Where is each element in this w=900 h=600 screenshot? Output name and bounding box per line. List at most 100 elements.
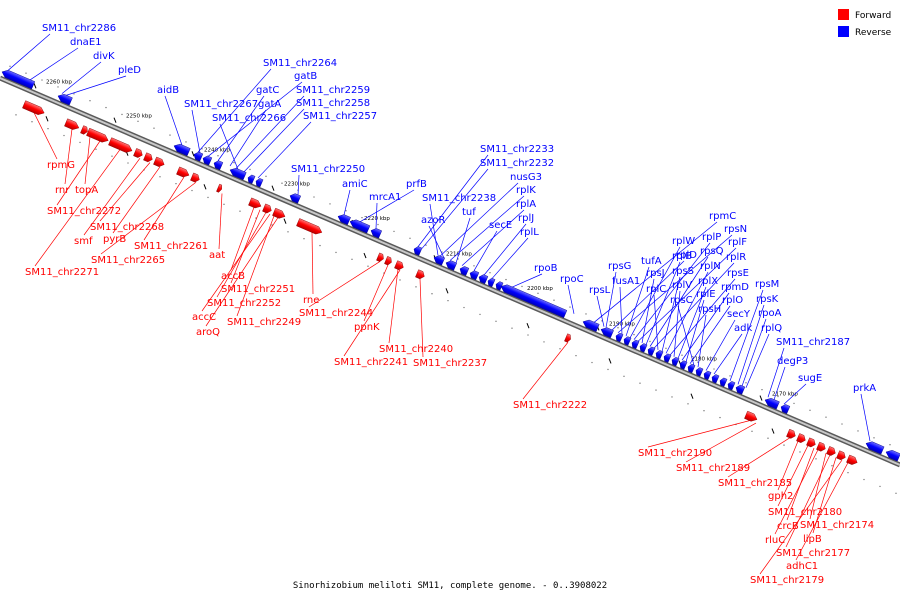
spacer-dot: [575, 354, 577, 357]
forward-leader-3: [56, 140, 101, 206]
spacer-dot: [537, 292, 539, 295]
reverse-gene-label: rplB: [672, 251, 692, 262]
reverse-gene-20: [495, 281, 504, 291]
tick-mark: [271, 185, 275, 191]
reverse-gene-17: [469, 270, 480, 281]
spacer-dot: [15, 114, 17, 116]
spacer-dot: [681, 354, 683, 356]
reverse-gene-4: [202, 155, 213, 166]
forward-gene-label: SM11_chr2189: [676, 463, 750, 474]
reverse-leader-61: [745, 333, 770, 388]
forward-gene-4: [108, 137, 133, 153]
reverse-gene-9: [289, 193, 302, 204]
reverse-leader-8: [217, 95, 265, 161]
spacer-dot: [111, 155, 113, 157]
reverse-leader-64: [783, 383, 807, 405]
spacer-dot: [217, 155, 219, 157]
tick-mark-lower: [690, 393, 694, 399]
reverse-gene-29: [655, 350, 664, 360]
forward-gene-label: SM11_chr2265: [91, 255, 165, 266]
spacer-dot: [265, 175, 267, 178]
reverse-gene-label: adk: [734, 323, 752, 334]
spacer-dot: [639, 382, 641, 384]
reverse-gene-label: gatC: [256, 85, 279, 96]
reverse-gene-label: rplO: [722, 295, 743, 306]
reverse-gene-label: rpsH: [698, 304, 721, 315]
forward-gene-20: [744, 410, 758, 422]
reverse-gene-label: SM11_chr2267: [184, 99, 258, 110]
spacer-dot: [239, 210, 241, 212]
reverse-gene-14: [433, 255, 446, 266]
reverse-gene-label: rplV: [672, 280, 692, 291]
forward-gene-label: SM11_chr2174: [800, 520, 874, 531]
spacer-dot: [313, 196, 315, 198]
spacer-dot: [249, 168, 251, 171]
reverse-leader-53: [689, 305, 731, 364]
reverse-leader-62: [767, 347, 785, 398]
reverse-leader-39: [637, 247, 737, 342]
legend-reverse-label: Reverse: [855, 28, 892, 38]
reverse-leader-6: [207, 81, 303, 157]
tick-mark-lower: [771, 428, 775, 434]
reverse-gene-label: rpsN: [724, 224, 747, 235]
tick-mark: [759, 395, 763, 401]
tick-mark-lower: [203, 184, 207, 190]
backbone: [0, 75, 900, 468]
reverse-leader-7: [191, 109, 201, 154]
forward-gene-21: [786, 428, 796, 439]
reverse-leader-49: [673, 290, 681, 357]
reverse-leader-40: [596, 295, 605, 327]
spacer-dot: [175, 182, 177, 185]
spacer-dot: [527, 334, 529, 336]
reverse-gene-28: [647, 346, 656, 356]
tick-label: 2200 kbp: [527, 286, 553, 292]
forward-gene-label: SM11_chr2268: [90, 222, 164, 233]
reverse-gene-27: [639, 343, 648, 353]
forward-leader-23: [522, 342, 569, 400]
reverse-gene-18: [478, 274, 489, 285]
forward-gene-label: SM11_chr2272: [47, 206, 121, 217]
forward-gene-25: [826, 446, 836, 456]
reverse-gene-31: [671, 357, 680, 367]
spacer-dot: [159, 176, 161, 178]
spacer-dot: [729, 375, 731, 377]
reverse-gene-25: [623, 336, 632, 346]
forward-gene-label: rluC: [765, 535, 785, 546]
spacer-dot: [367, 265, 369, 267]
reverse-leader-21: [449, 195, 525, 261]
tick-mark-lower: [363, 252, 367, 259]
reverse-gene-6: [229, 167, 247, 181]
reverse-leader-59: [737, 304, 765, 385]
tick-label: 2240 kbp: [204, 147, 230, 153]
forward-gene-label: ppnK: [354, 322, 380, 333]
forward-leader-27: [777, 441, 799, 491]
reverse-gene-label: rpoA: [758, 308, 782, 319]
reverse-gene-label: rpsS: [672, 266, 694, 277]
spacer-dot: [79, 141, 81, 144]
spacer-dot: [41, 79, 43, 81]
reverse-gene-19: [487, 277, 496, 288]
reverse-gene-3: [193, 151, 204, 162]
reverse-leader-4: [164, 95, 183, 146]
reverse-leader-47: [665, 271, 709, 354]
spacer-dot: [63, 134, 65, 137]
reverse-leader-9: [229, 109, 267, 167]
reverse-gene-label: sugE: [798, 373, 822, 384]
spacer-dot: [873, 437, 875, 439]
reverse-leader-50: [677, 286, 707, 359]
forward-leader-30: [809, 453, 827, 520]
forward-gene-label: SM11_chr2251: [221, 284, 295, 295]
spacer-dot: [303, 238, 305, 240]
forward-leader-16: [205, 217, 279, 327]
forward-leader-6: [112, 166, 161, 234]
forward-leader-34: [795, 462, 849, 561]
spacer-dot: [495, 320, 497, 322]
reverse-leader-31: [593, 221, 718, 323]
reverse-gene-label: rplK: [516, 185, 536, 196]
reverse-gene-label: rplQ: [761, 323, 782, 334]
reverse-gene-label: rplA: [516, 199, 536, 210]
reverse-leader-17: [375, 202, 378, 229]
spacer-dot: [479, 313, 481, 316]
forward-leader-8: [100, 182, 197, 255]
